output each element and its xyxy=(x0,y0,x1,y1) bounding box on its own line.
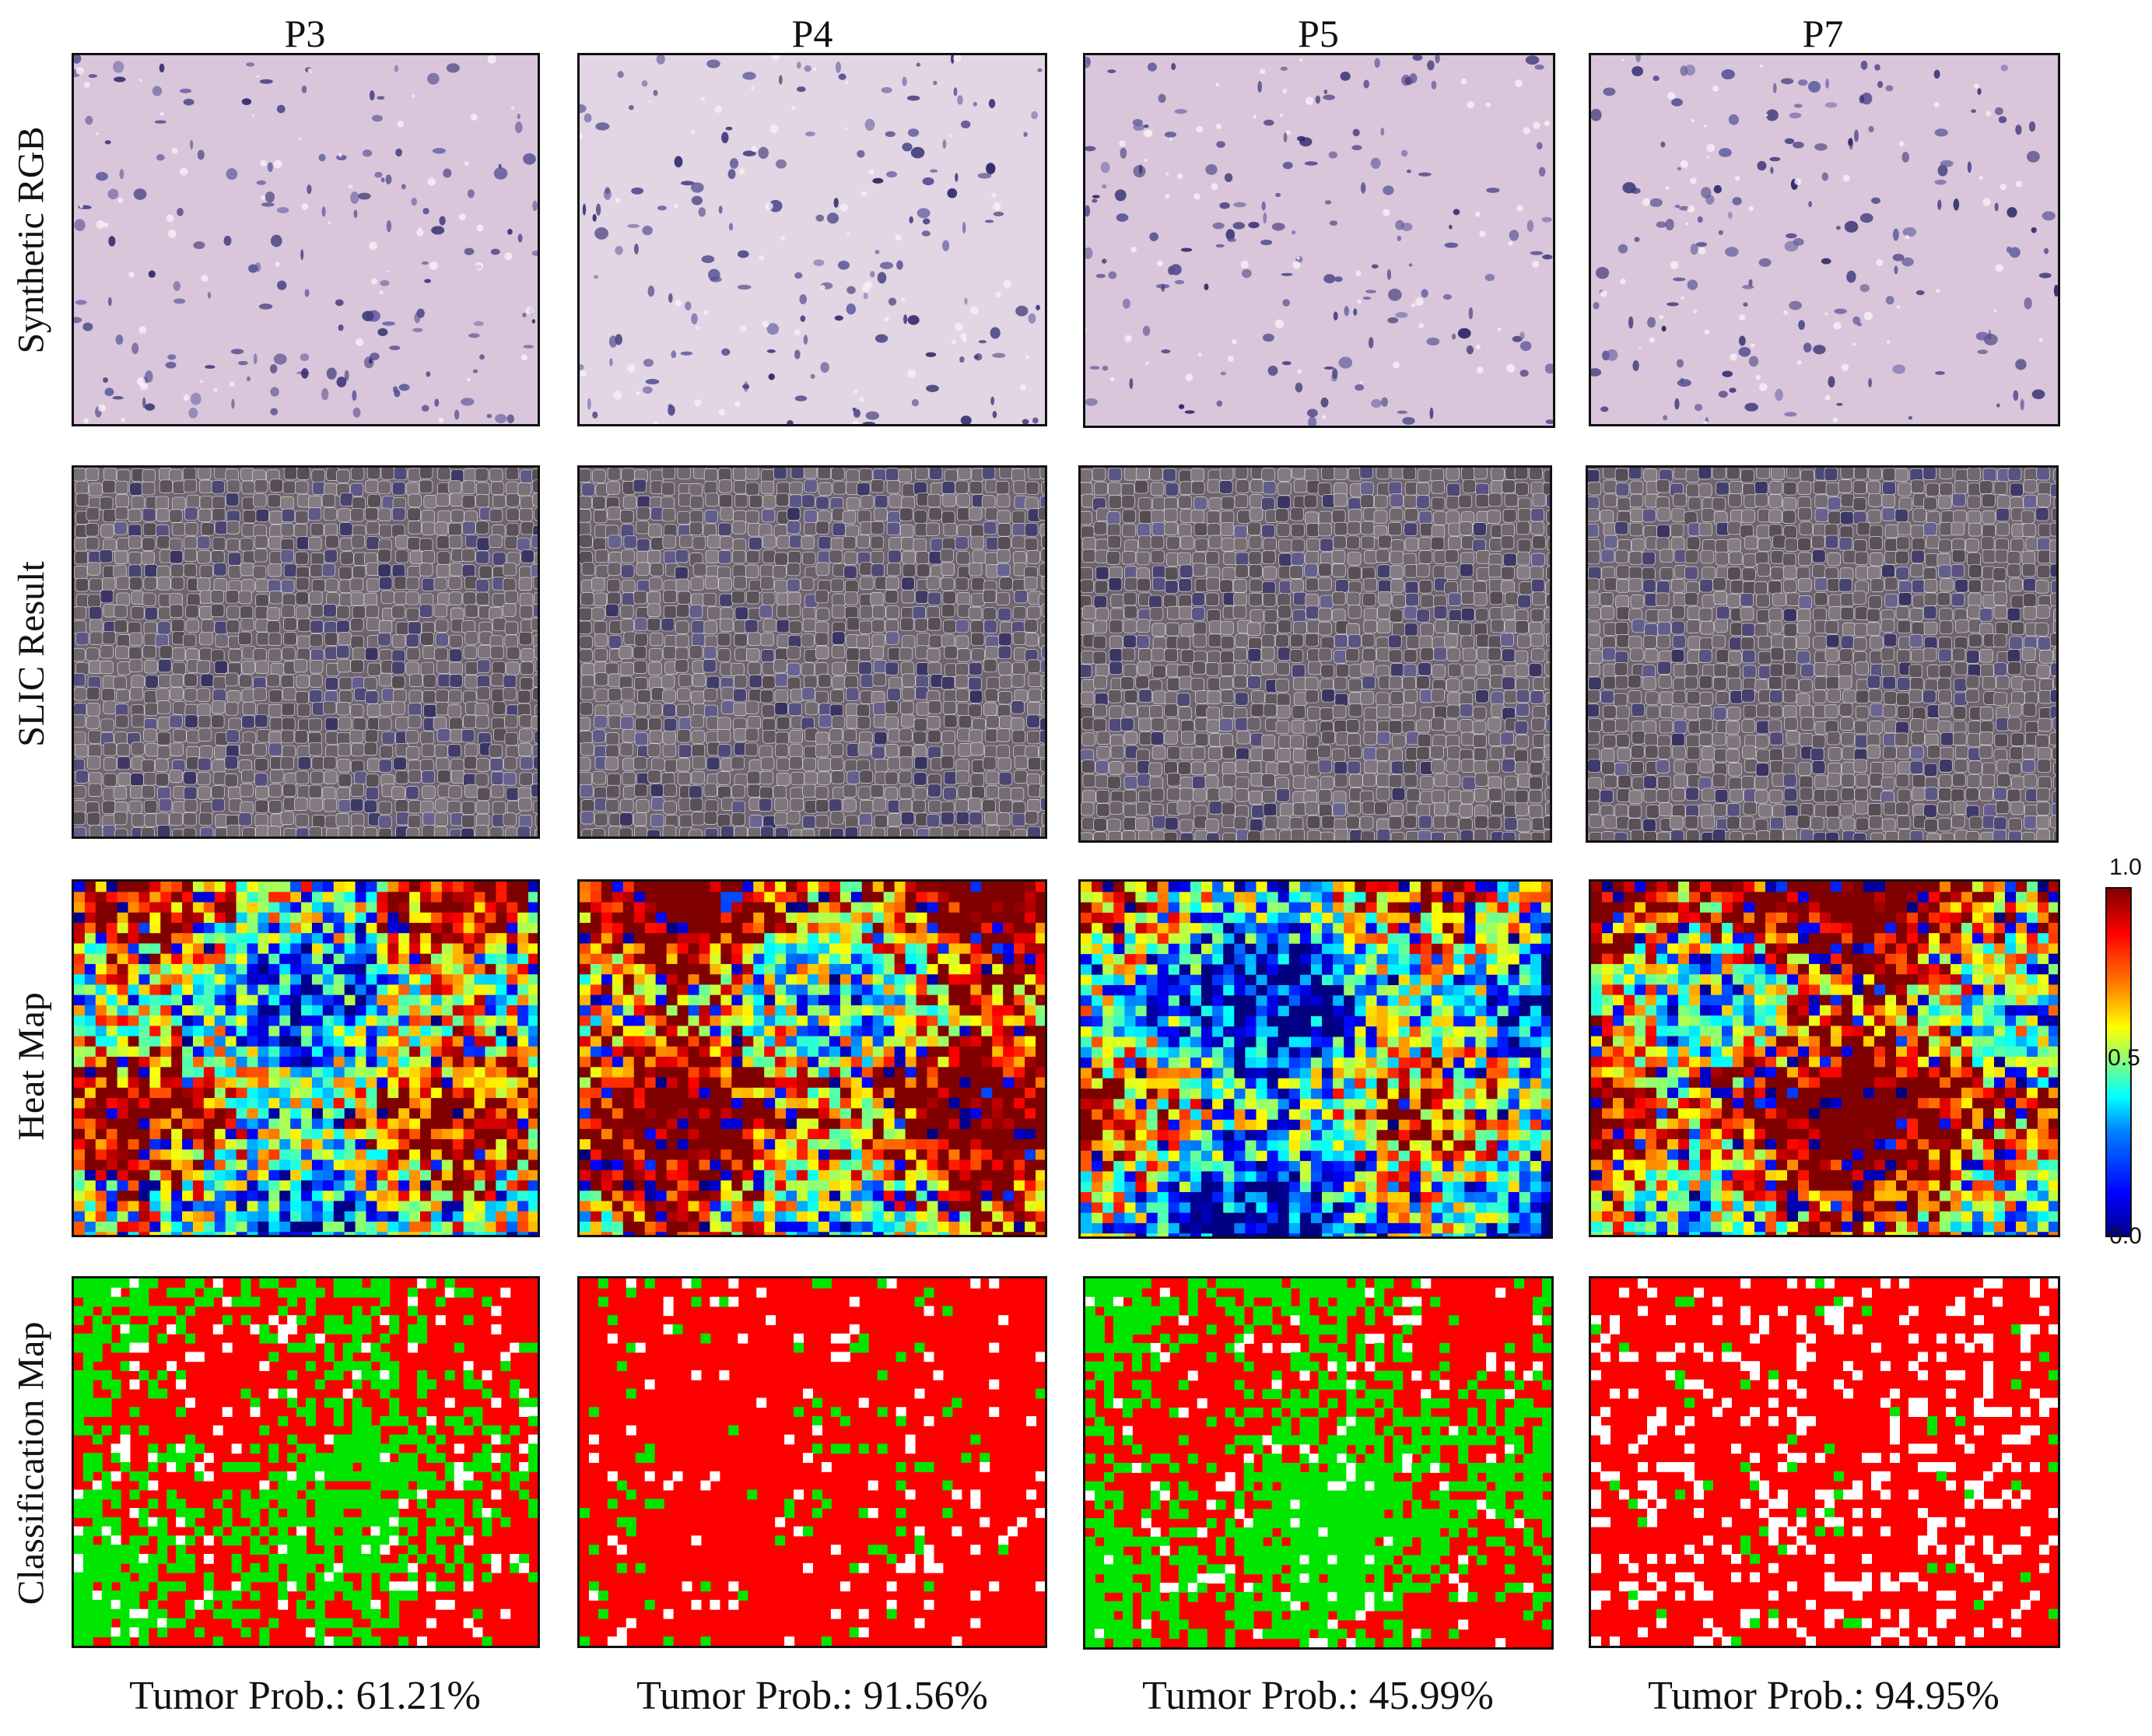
heat-map-p3 xyxy=(72,879,540,1237)
caption-tumor-prob-p3: Tumor Prob.: 61.21% xyxy=(129,1674,481,1718)
classification-map-p5 xyxy=(1083,1276,1554,1650)
slic-image-p3 xyxy=(72,465,540,839)
row-label-classification-map: Classification Map xyxy=(10,1321,52,1604)
caption-tumor-prob-p4: Tumor Prob.: 91.56% xyxy=(636,1674,988,1718)
row-label-heat-map: Heat Map xyxy=(10,991,52,1141)
column-title-p5: P5 xyxy=(1298,12,1339,55)
classification-map-p4 xyxy=(577,1276,1047,1648)
heat-map-p7 xyxy=(1589,879,2060,1237)
classification-map-p7 xyxy=(1589,1276,2060,1648)
column-title-p7: P7 xyxy=(1802,12,1844,55)
colorbar-mid-label: 0.5 xyxy=(2108,1045,2140,1071)
row-label-synthetic-rgb: Synthetic RGB xyxy=(10,125,52,354)
colorbar-min-label: 0.0 xyxy=(2109,1223,2142,1249)
slic-image-p4 xyxy=(577,465,1047,839)
rgb-image-p5 xyxy=(1083,53,1555,428)
classification-map-p3 xyxy=(72,1276,540,1648)
caption-tumor-prob-p5: Tumor Prob.: 45.99% xyxy=(1142,1674,1494,1718)
colorbar-max-label: 1.0 xyxy=(2109,854,2142,880)
rgb-image-p4 xyxy=(577,53,1047,426)
rgb-image-p7 xyxy=(1589,53,2060,426)
colorbar xyxy=(2105,887,2132,1237)
heat-map-p4 xyxy=(577,879,1047,1237)
rgb-image-p3 xyxy=(72,53,540,426)
slic-image-p5 xyxy=(1078,465,1552,843)
column-title-p3: P3 xyxy=(284,12,326,55)
column-title-p4: P4 xyxy=(791,12,833,55)
heat-map-p5 xyxy=(1078,879,1553,1239)
caption-tumor-prob-p7: Tumor Prob.: 94.95% xyxy=(1648,1674,2000,1718)
slic-image-p7 xyxy=(1586,465,2059,843)
row-label-slic-result: SLIC Result xyxy=(10,560,52,747)
